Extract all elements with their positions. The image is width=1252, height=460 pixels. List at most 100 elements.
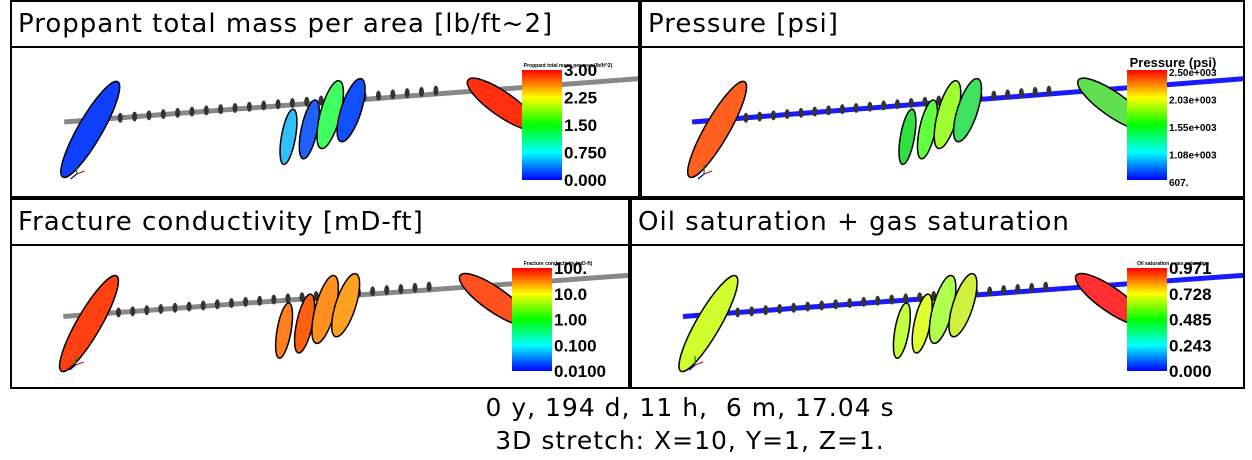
legend-label: 0.100 (554, 336, 597, 355)
legend-label: 0.0100 (554, 362, 606, 381)
well-ring (1015, 284, 1021, 295)
well-ring (304, 96, 310, 107)
well-ring (903, 293, 909, 304)
axes-triad (688, 356, 704, 371)
triad-axis (688, 364, 696, 371)
legend-label: 100. (554, 259, 587, 278)
well-ring (833, 299, 839, 310)
panel-title: Proppant total mass per area [lb/ft~2] (12, 2, 638, 48)
well-ring (826, 105, 832, 116)
panel-title: Fracture conductivity [mD-ft] (12, 200, 628, 246)
fracture (274, 302, 294, 359)
legend-bar (1127, 268, 1167, 371)
visualization: Pressure (psi)2.50e+003 2.03e+003 1.55e+00… (686, 55, 1243, 189)
well-ring (160, 109, 166, 120)
well-ring (426, 281, 432, 292)
well-ring (175, 107, 181, 118)
legend-label: 3.00 (564, 61, 597, 80)
well-ring (117, 112, 123, 123)
legend-label: 0.243 (1169, 336, 1212, 355)
well-ring (1005, 89, 1011, 100)
well-ring (285, 293, 291, 304)
fracture (58, 274, 120, 373)
well-ring (861, 296, 867, 307)
legend-label: 2.50e+003 (1169, 68, 1217, 79)
legend-bar (522, 70, 562, 180)
fracture (678, 274, 739, 373)
well-ring (172, 302, 178, 313)
legend-label: 1.50 (564, 116, 597, 135)
well-ring (770, 110, 776, 121)
legend-title: Fracture conductivity (mD-ft) (524, 261, 593, 267)
time-label: 0 y, 194 d, 11 h, 6 m, 17.04 s (485, 393, 895, 422)
legend-label: 10.0 (554, 285, 587, 304)
fracture (892, 302, 912, 359)
well-ring (757, 111, 763, 122)
well-ring (735, 307, 741, 318)
well-ring (384, 285, 390, 296)
well-ring (987, 286, 993, 297)
triad-axis (69, 364, 77, 371)
triad-axis (75, 361, 84, 366)
well-ring (1032, 86, 1038, 97)
legend-label: 1.55e+003 (1169, 123, 1217, 134)
panel: Fracture conductivity [mD-ft] Fracture co… (10, 198, 630, 389)
fracture (279, 108, 298, 166)
well-ring (917, 292, 923, 303)
well-ring (299, 292, 305, 303)
legend-label: 0.485 (1169, 311, 1212, 330)
well-ring (419, 86, 425, 97)
fracture (60, 80, 121, 179)
well-ring (839, 104, 845, 115)
fracture (898, 108, 917, 166)
well-ring (875, 295, 881, 306)
well-ring (881, 100, 887, 111)
well-ring (261, 100, 267, 111)
legend-label: 607. (1169, 178, 1189, 189)
fracture (948, 272, 978, 338)
well-ring (1046, 85, 1052, 96)
fracture (330, 272, 361, 338)
well-ring (228, 298, 234, 309)
well-ring (218, 104, 224, 115)
well-ring (232, 102, 238, 113)
well-ring (200, 300, 206, 311)
legend-label: 2.03e+003 (1169, 96, 1217, 107)
well-ring (991, 90, 997, 101)
well-ring (275, 99, 281, 110)
well-ring (1043, 281, 1049, 292)
well-ring (398, 284, 404, 295)
visualization: Fracture conductivity (mD-ft)100. 10.0 1.0… (58, 259, 628, 381)
well-ring (853, 102, 859, 113)
well-ring (1018, 88, 1024, 99)
legend-bar (1127, 70, 1167, 180)
well-ring (777, 303, 783, 314)
well-ring (390, 89, 396, 100)
well-ring (922, 96, 928, 107)
well-ring (130, 306, 136, 317)
well-ring (763, 305, 769, 316)
well-ring (257, 295, 263, 306)
legend-label: 0.750 (564, 144, 607, 163)
well-ring (894, 99, 900, 110)
well-ring (375, 90, 381, 101)
well-ring (433, 85, 439, 96)
well-ring (116, 307, 122, 318)
well-ring (1029, 282, 1035, 293)
well-ring (412, 282, 418, 293)
well-ring (819, 300, 825, 311)
well-ring (246, 101, 252, 112)
well-ring (214, 299, 220, 310)
well-ring (271, 294, 277, 305)
panel: Oil saturation + gas saturation Oil satur… (630, 198, 1245, 389)
axes-triad (69, 356, 84, 371)
well-ring (203, 105, 209, 116)
axes-triad (70, 165, 85, 180)
legend-label: 2.25 (564, 89, 597, 108)
well-ring (132, 111, 138, 122)
legend-label: 1.00 (554, 311, 587, 330)
well-ring (749, 306, 755, 317)
panel: Proppant total mass per area [lb/ft~2] Pr… (10, 0, 640, 198)
